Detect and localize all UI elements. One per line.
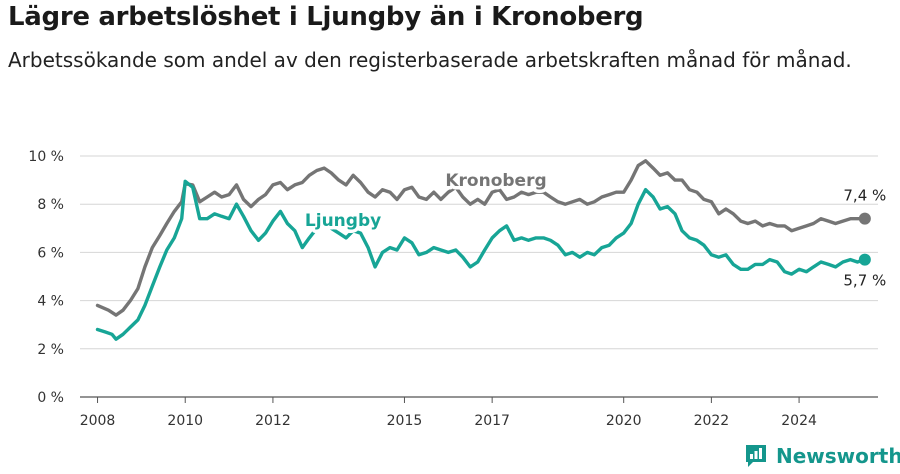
newsworthy-logo: Newsworthy <box>744 440 900 472</box>
x-tick-label: 2010 <box>167 413 203 429</box>
x-tick-label: 2008 <box>80 413 116 429</box>
series-line-kronoberg <box>95 159 867 317</box>
y-tick-label: 8 % <box>37 197 64 213</box>
y-axis: 0 % 2 % 4 % 6 % 8 % 10 % <box>28 149 64 406</box>
x-tick-label: 2024 <box>781 413 817 429</box>
end-point-kronoberg <box>858 212 871 225</box>
brand-name: Newsworthy <box>776 444 900 468</box>
x-tick-label: 2020 <box>606 413 642 429</box>
x-tick-label: 2012 <box>255 413 291 429</box>
end-value-ljungby: 5,7 % <box>843 272 886 290</box>
series-lines <box>95 159 871 341</box>
x-tick-label: 2022 <box>694 413 730 429</box>
x-axis: 2008 2010 2012 2015 2017 2020 2022 2024 <box>80 396 878 429</box>
y-tick-label: 4 % <box>37 294 64 310</box>
series-label-ljungby: Ljungby <box>305 211 381 231</box>
series-label-halo: Kronoberg <box>445 171 546 191</box>
chart-bars-icon <box>746 445 766 467</box>
end-point-ljungby <box>858 253 871 266</box>
series-line-ljungby <box>95 179 867 341</box>
chart-subtitle: Arbetssökande som andel av den registerb… <box>8 48 852 72</box>
x-tick-label: 2017 <box>474 413 510 429</box>
grid-lines <box>80 155 878 350</box>
y-tick-label: 2 % <box>37 342 64 358</box>
series-label-kronoberg: Kronoberg <box>445 171 546 191</box>
y-tick-label: 0 % <box>37 390 64 406</box>
chart-title: Lägre arbetslöshet i Ljungby än i Kronob… <box>8 2 644 32</box>
y-tick-label: 10 % <box>28 149 64 165</box>
x-tick-label: 2015 <box>387 413 423 429</box>
series-label-halo: Ljungby <box>305 211 381 231</box>
y-tick-label: 6 % <box>37 245 64 261</box>
end-value-kronoberg: 7,4 % <box>843 187 886 205</box>
